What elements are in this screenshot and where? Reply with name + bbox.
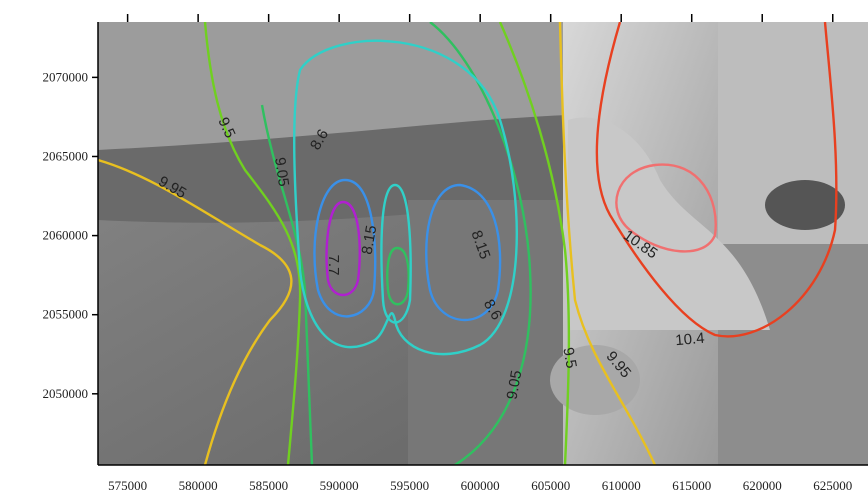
contour-label: 9.5 <box>559 346 579 369</box>
y-tick-label: 2070000 <box>43 69 89 84</box>
x-tick-label: 610000 <box>602 478 641 493</box>
x-tick-label: 585000 <box>249 478 288 493</box>
x-tick-label: 605000 <box>531 478 570 493</box>
contour-label: 7.7 <box>325 255 342 276</box>
x-tick-label: 575000 <box>108 478 147 493</box>
x-tick-label: 615000 <box>672 478 711 493</box>
x-tick-label: 600000 <box>461 478 500 493</box>
page: {"chart_data": {"type": "contour", "xlim… <box>0 0 868 503</box>
y-tick-label: 2050000 <box>43 386 89 401</box>
contour-label: 10.4 <box>675 330 706 349</box>
contour-map: 9.5 9.05 8.6 9.95 8.15 7.7 8.15 8.6 9.05… <box>0 0 868 503</box>
y-tick-label: 2060000 <box>43 228 89 243</box>
x-tick-label: 580000 <box>179 478 218 493</box>
x-tick-label: 620000 <box>743 478 782 493</box>
x-tick-label: 590000 <box>320 478 359 493</box>
y-tick-label: 2065000 <box>43 148 89 163</box>
y-tick-label: 2055000 <box>43 307 89 322</box>
x-tick-label: 595000 <box>390 478 429 493</box>
x-tick-label: 625000 <box>813 478 852 493</box>
